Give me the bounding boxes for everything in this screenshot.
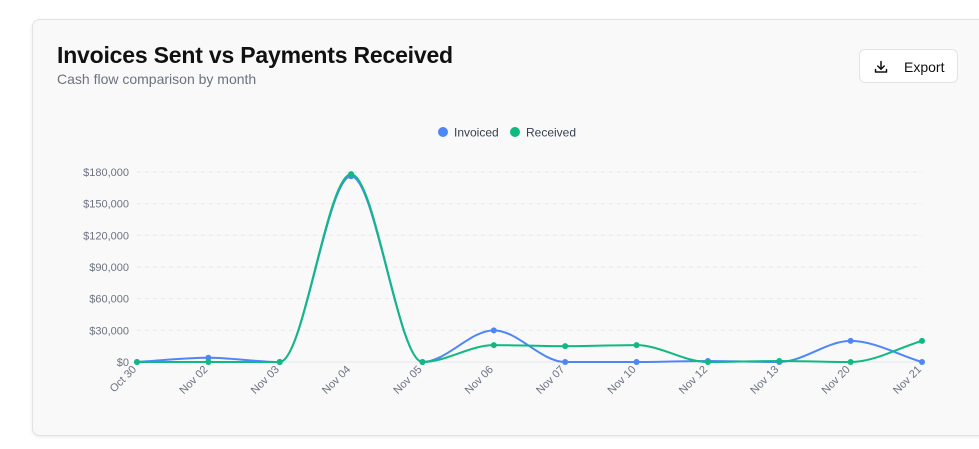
- x-tick-label: Nov 06: [463, 364, 496, 397]
- legend-swatch: [510, 127, 520, 137]
- y-tick-label: $150,000: [83, 199, 129, 211]
- data-point-received[interactable]: [704, 359, 711, 365]
- data-point-received[interactable]: [562, 343, 569, 350]
- data-point-received[interactable]: [847, 359, 854, 365]
- data-point-invoiced[interactable]: [633, 359, 640, 365]
- data-point-invoiced[interactable]: [205, 354, 212, 361]
- export-button-label: Export: [904, 59, 945, 75]
- x-tick-label: Nov 13: [748, 364, 781, 397]
- y-tick-label: $120,000: [83, 230, 129, 242]
- data-point-invoiced[interactable]: [919, 359, 925, 365]
- x-tick-label: Nov 12: [677, 364, 710, 397]
- data-point-received[interactable]: [134, 359, 140, 365]
- x-tick-label: Nov 10: [606, 364, 639, 397]
- x-tick-label: Nov 07: [534, 364, 567, 397]
- data-points: [134, 171, 925, 365]
- page-subtitle: Cash flow comparison by month: [57, 71, 257, 87]
- data-point-received[interactable]: [205, 359, 212, 365]
- data-point-received[interactable]: [419, 359, 426, 365]
- y-tick-label: $30,000: [89, 325, 129, 337]
- data-point-invoiced[interactable]: [562, 359, 569, 365]
- grid: [137, 171, 922, 363]
- x-tick-label: Nov 03: [249, 364, 282, 397]
- data-point-received[interactable]: [348, 171, 355, 178]
- data-point-received[interactable]: [919, 337, 925, 344]
- y-axis: $0 $30,000 $60,000 $90,000 $120,000 $150,000 $…: [83, 167, 129, 369]
- y-tick-label: $180,000: [83, 167, 129, 179]
- x-tick-label: Nov 02: [177, 364, 210, 397]
- legend-label: Invoiced: [454, 126, 499, 140]
- y-tick-label: $60,000: [89, 294, 129, 306]
- x-tick-label: Nov 20: [820, 364, 853, 397]
- x-tick-label: Nov 05: [391, 364, 424, 397]
- data-point-invoiced[interactable]: [847, 337, 854, 344]
- y-tick-label: $0: [117, 357, 129, 369]
- data-point-received[interactable]: [776, 357, 783, 364]
- series-line-received: [136, 173, 923, 364]
- chart-card: Invoices Sent vs Payments Received Cash …: [32, 19, 979, 436]
- x-tick-label: Nov 04: [320, 364, 353, 397]
- download-icon: [874, 60, 888, 73]
- export-button[interactable]: Export: [859, 49, 958, 83]
- x-axis: Oct 30 Nov 02 Nov 03 Nov 04 Nov 05 Nov 06 Nov …: [108, 364, 924, 397]
- legend-item-received[interactable]: Received: [510, 126, 576, 140]
- data-point-received[interactable]: [633, 342, 640, 349]
- legend-label: Received: [526, 126, 576, 140]
- legend[interactable]: Invoiced Received: [438, 126, 576, 140]
- legend-item-invoiced[interactable]: Invoiced: [438, 126, 499, 140]
- data-point-received[interactable]: [276, 359, 283, 365]
- legend-swatch: [438, 127, 448, 137]
- series-lines: [136, 173, 923, 364]
- page-title: Invoices Sent vs Payments Received: [57, 42, 453, 68]
- data-point-received[interactable]: [490, 342, 497, 349]
- x-tick-label: Nov 21: [891, 364, 924, 397]
- data-point-invoiced[interactable]: [490, 327, 497, 334]
- y-tick-label: $90,000: [89, 262, 129, 274]
